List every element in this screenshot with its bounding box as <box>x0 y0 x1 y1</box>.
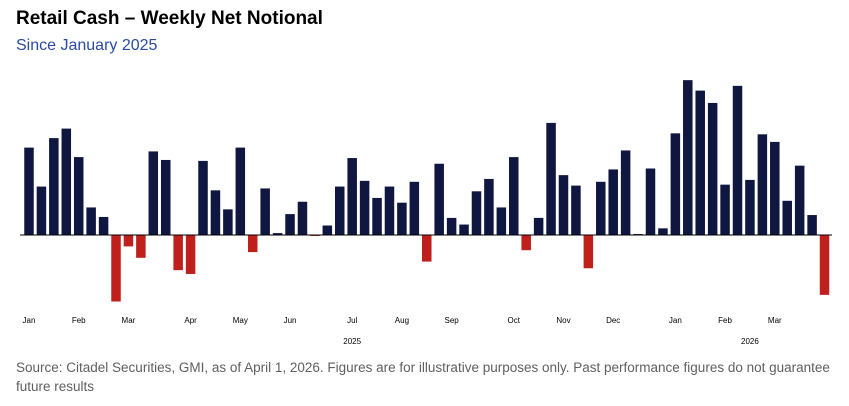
bar-week-0 <box>24 147 34 235</box>
source-note: Source: Citadel Securities, GMI, as of A… <box>16 360 830 394</box>
bar-week-56 <box>720 184 730 235</box>
bar-week-18 <box>247 235 258 253</box>
bar-week-9 <box>136 235 146 258</box>
bar-week-40 <box>521 235 531 251</box>
bar-week-15 <box>210 190 221 235</box>
bar-week-44 <box>571 185 581 235</box>
bar-week-29 <box>384 186 395 235</box>
bar-week-7 <box>111 235 121 302</box>
bar-week-5 <box>86 207 96 235</box>
bar-week-50 <box>645 168 656 235</box>
month-tick-label: Jan <box>23 316 36 325</box>
bar-week-57 <box>732 85 743 235</box>
month-tick-label: Sep <box>445 316 460 325</box>
bar-week-64 <box>819 235 830 295</box>
bar-week-55 <box>707 102 718 235</box>
bar-week-17 <box>235 147 246 235</box>
bar-week-8 <box>123 235 134 247</box>
bar-week-46 <box>596 181 606 235</box>
bar-week-52 <box>670 133 681 235</box>
bar-week-30 <box>397 202 407 235</box>
bar-week-28 <box>372 197 382 235</box>
bar-week-27 <box>359 180 370 235</box>
bar-week-14 <box>198 160 208 235</box>
bar-week-33 <box>434 163 444 235</box>
bar-week-22 <box>297 201 308 235</box>
bar-week-6 <box>98 216 109 235</box>
bar-week-25 <box>335 186 345 235</box>
bar-week-3 <box>61 128 72 235</box>
bar-week-1 <box>36 186 47 235</box>
month-tick-label: Aug <box>395 316 409 325</box>
bar-week-13 <box>185 235 196 274</box>
month-tick-label: Mar <box>768 316 782 325</box>
bar-week-21 <box>285 214 295 235</box>
bar-week-43 <box>558 175 569 235</box>
month-tick-label: Mar <box>122 316 136 325</box>
bar-week-26 <box>347 158 357 235</box>
bar-week-51 <box>658 228 668 235</box>
bar-week-60 <box>770 141 780 235</box>
bar-week-16 <box>223 209 233 235</box>
chart-subtitle: Since January 2025 <box>16 37 158 54</box>
bar-week-39 <box>509 157 519 235</box>
bar-week-63 <box>807 215 817 235</box>
bar-week-41 <box>533 217 544 235</box>
bar-week-42 <box>546 122 556 235</box>
year-label: 2026 <box>741 337 759 346</box>
bar-week-4 <box>73 157 84 235</box>
month-tick-label: Feb <box>72 316 86 325</box>
year-label: 2025 <box>343 337 361 346</box>
bar-week-19 <box>260 188 270 235</box>
bar-week-54 <box>695 90 705 235</box>
bar-week-35 <box>459 224 469 235</box>
bar-week-36 <box>471 191 482 235</box>
bar-week-11 <box>160 159 171 235</box>
year-labels-group: 2025 2026 <box>343 337 759 346</box>
bar-week-10 <box>148 151 159 235</box>
chart-title: Retail Cash – Weekly Net Notional <box>16 8 323 29</box>
bar-week-34 <box>446 217 457 235</box>
month-tick-label: Jan <box>669 316 682 325</box>
month-labels-group: Jan Feb Mar Apr May Jun Jul Aug Sep Oct Nov Dec Jan F… <box>23 316 782 325</box>
month-tick-label: Jul <box>347 316 357 325</box>
bar-week-53 <box>683 80 693 236</box>
bars-group <box>24 80 830 302</box>
bar-week-47 <box>608 169 618 235</box>
bar-week-24 <box>322 225 333 235</box>
bar-week-62 <box>794 165 805 235</box>
month-tick-label: May <box>233 316 248 325</box>
month-tick-label: Apr <box>184 316 197 325</box>
month-tick-label: Nov <box>556 316 570 325</box>
month-tick-label: Jun <box>284 316 297 325</box>
bar-week-59 <box>757 134 768 235</box>
bar-week-45 <box>583 235 594 269</box>
weekly-net-notional-chart: Jan Feb Mar Apr May Jun Jul Aug Sep Oct Nov Dec Jan F… <box>20 80 832 346</box>
bar-week-12 <box>173 235 183 271</box>
bar-week-38 <box>496 207 507 235</box>
bar-week-37 <box>484 178 494 235</box>
month-tick-label: Dec <box>606 316 620 325</box>
bar-week-58 <box>745 179 755 235</box>
month-tick-label: Feb <box>718 316 732 325</box>
bar-week-61 <box>782 200 792 235</box>
bar-week-32 <box>422 235 432 262</box>
bar-week-2 <box>49 138 59 235</box>
bar-week-20 <box>272 233 283 235</box>
month-tick-label: Oct <box>508 316 521 325</box>
bar-week-31 <box>409 181 420 235</box>
bar-week-48 <box>620 150 631 235</box>
